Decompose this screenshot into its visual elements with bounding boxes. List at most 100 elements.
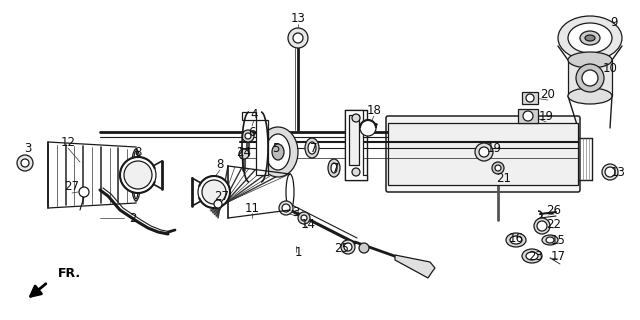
Text: 14: 14 [301, 218, 316, 230]
Text: 27: 27 [214, 189, 230, 203]
Text: 4: 4 [250, 108, 258, 122]
Text: 19: 19 [486, 141, 502, 155]
Circle shape [344, 243, 352, 251]
Circle shape [352, 168, 360, 176]
Polygon shape [395, 255, 435, 278]
Ellipse shape [286, 174, 294, 210]
Circle shape [479, 147, 489, 157]
Circle shape [298, 212, 310, 224]
Polygon shape [522, 92, 538, 104]
Circle shape [279, 201, 293, 215]
Circle shape [475, 143, 493, 161]
Circle shape [21, 159, 29, 167]
Ellipse shape [568, 23, 612, 53]
Ellipse shape [328, 159, 340, 177]
Text: 3: 3 [292, 205, 300, 219]
Ellipse shape [568, 52, 612, 68]
Ellipse shape [133, 151, 139, 199]
Circle shape [526, 94, 534, 102]
Circle shape [534, 218, 550, 234]
Ellipse shape [522, 249, 542, 263]
Ellipse shape [580, 31, 600, 45]
Circle shape [79, 187, 89, 197]
Text: 25: 25 [335, 242, 349, 254]
Circle shape [341, 240, 355, 254]
Circle shape [360, 120, 376, 136]
Text: 2: 2 [129, 212, 137, 225]
Ellipse shape [526, 252, 538, 260]
Circle shape [245, 133, 251, 139]
FancyBboxPatch shape [386, 116, 580, 192]
Ellipse shape [510, 236, 522, 244]
Text: 7: 7 [332, 162, 340, 174]
Circle shape [282, 204, 290, 212]
Circle shape [288, 28, 308, 48]
Circle shape [214, 200, 222, 208]
Polygon shape [568, 60, 612, 96]
Polygon shape [518, 109, 538, 123]
Text: 13: 13 [291, 12, 305, 25]
Text: 21: 21 [497, 172, 511, 185]
Text: 8: 8 [134, 147, 141, 159]
Text: 5: 5 [272, 141, 280, 155]
Text: 19: 19 [538, 109, 554, 123]
Text: 3: 3 [24, 141, 32, 155]
Text: 8: 8 [216, 158, 224, 172]
Text: FR.: FR. [58, 267, 81, 280]
Text: 12: 12 [61, 137, 76, 149]
Text: 22: 22 [547, 218, 561, 230]
Text: 13: 13 [611, 165, 625, 179]
Text: 18: 18 [367, 103, 381, 116]
Circle shape [17, 155, 33, 171]
Circle shape [359, 243, 369, 253]
Ellipse shape [506, 233, 526, 247]
Text: 26: 26 [547, 204, 561, 217]
Text: 15: 15 [550, 234, 565, 246]
Circle shape [239, 149, 249, 159]
Text: 20: 20 [541, 87, 556, 100]
Circle shape [605, 167, 615, 177]
Circle shape [523, 111, 533, 121]
Circle shape [352, 114, 360, 122]
Circle shape [242, 130, 254, 142]
Circle shape [537, 221, 547, 231]
Circle shape [124, 161, 152, 189]
Text: 7: 7 [310, 141, 317, 155]
Ellipse shape [305, 138, 319, 158]
Circle shape [301, 215, 307, 221]
Circle shape [495, 165, 501, 171]
Ellipse shape [546, 237, 554, 243]
Polygon shape [349, 115, 359, 165]
Ellipse shape [331, 163, 337, 173]
Text: 9: 9 [611, 15, 618, 28]
Ellipse shape [308, 142, 316, 154]
Ellipse shape [568, 88, 612, 104]
Circle shape [492, 162, 504, 174]
Ellipse shape [576, 64, 604, 92]
Text: 16: 16 [509, 231, 524, 244]
Ellipse shape [582, 70, 598, 86]
Ellipse shape [258, 127, 298, 177]
Text: 11: 11 [244, 202, 259, 214]
Circle shape [198, 176, 230, 208]
Polygon shape [388, 123, 578, 185]
Text: 27: 27 [65, 180, 79, 194]
Circle shape [202, 180, 226, 204]
Text: 17: 17 [550, 250, 566, 262]
Text: 23: 23 [529, 250, 543, 262]
Ellipse shape [272, 144, 284, 160]
Ellipse shape [542, 235, 558, 245]
Ellipse shape [266, 134, 290, 170]
Circle shape [120, 157, 156, 193]
Text: 10: 10 [603, 61, 618, 75]
Ellipse shape [585, 35, 595, 41]
Text: 6: 6 [248, 126, 256, 140]
Polygon shape [242, 112, 268, 175]
Circle shape [293, 33, 303, 43]
Text: 24: 24 [237, 146, 252, 158]
Ellipse shape [558, 16, 622, 60]
Ellipse shape [131, 149, 141, 201]
Circle shape [602, 164, 618, 180]
Text: 1: 1 [294, 245, 301, 259]
Polygon shape [345, 110, 367, 180]
